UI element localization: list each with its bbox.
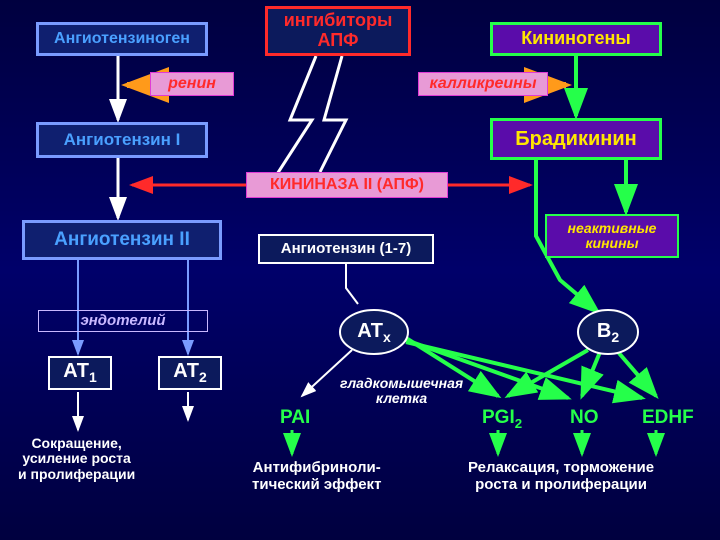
pgi2-label: PGI2 — [482, 408, 522, 431]
at1-box: АТ1 — [48, 356, 112, 390]
endo-box: эндотелий — [38, 310, 208, 332]
kininogens-box: Кининогены — [490, 22, 662, 56]
edhf-label: EDHF — [642, 408, 694, 429]
at1_eff-label: Сокращение,усиление ростаи пролиферации — [18, 436, 135, 482]
ang2-box: Ангиотензин II — [22, 220, 222, 260]
ace_inh-box: ингибиторыАПФ — [265, 6, 411, 56]
kininase-box: КИНИНАЗА II (АПФ) — [246, 172, 448, 198]
angiotensinogen-box: Ангиотензиноген — [36, 22, 208, 56]
no-label: NO — [570, 408, 599, 429]
bradykinin-box: Брадикинин — [490, 118, 662, 160]
at2-box: АТ2 — [158, 356, 222, 390]
renin-box: ренин — [150, 72, 234, 96]
ang17-box: Ангиотензин (1-7) — [258, 234, 434, 264]
kallikr-box: калликреины — [418, 72, 548, 96]
inactive-box: неактивныекинины — [545, 214, 679, 258]
atx-node: АТх — [340, 320, 408, 345]
relax-label: Релаксация, торможениероста и пролиферац… — [468, 460, 654, 493]
smooth-label: гладкомышечнаяклетка — [340, 376, 463, 407]
pai-label: PAI — [280, 408, 310, 429]
b2-node: В2 — [578, 320, 638, 345]
ang1-box: Ангиотензин I — [36, 122, 208, 158]
pai_eff-label: Антифибриноли-тический эффект — [252, 460, 381, 493]
